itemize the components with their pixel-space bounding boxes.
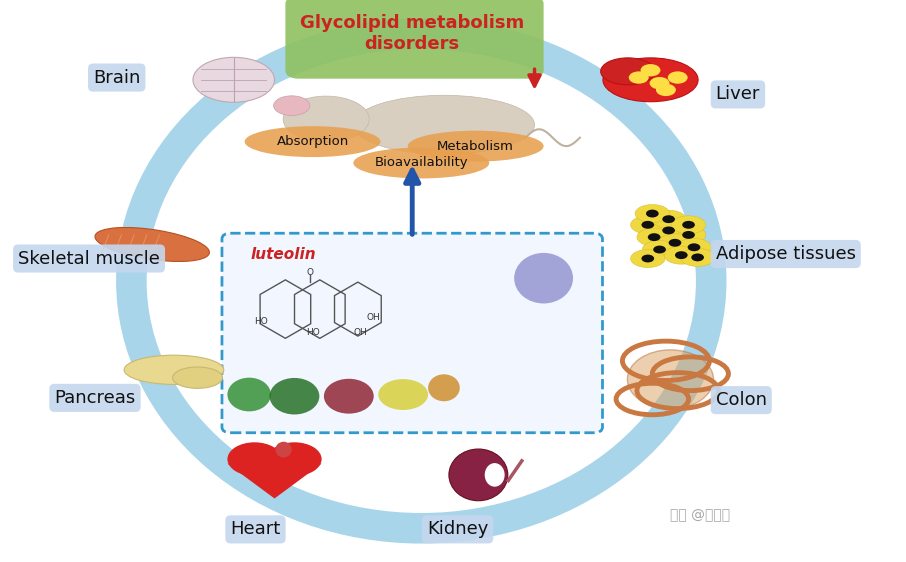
Ellipse shape	[671, 216, 706, 234]
Ellipse shape	[274, 96, 310, 115]
Ellipse shape	[658, 234, 692, 252]
Circle shape	[641, 255, 654, 262]
Text: Liver: Liver	[716, 85, 760, 103]
Circle shape	[668, 71, 688, 84]
Ellipse shape	[449, 449, 507, 501]
Ellipse shape	[651, 221, 686, 239]
Text: Bioavailability: Bioavailability	[374, 156, 468, 170]
Ellipse shape	[428, 374, 460, 401]
Ellipse shape	[631, 250, 665, 268]
Text: 知乎 @守望者: 知乎 @守望者	[670, 509, 730, 523]
Ellipse shape	[245, 126, 381, 157]
Text: luteolin: luteolin	[251, 247, 316, 262]
Text: OH: OH	[366, 313, 381, 322]
Ellipse shape	[637, 228, 671, 246]
Text: Pancreas: Pancreas	[54, 389, 136, 407]
Ellipse shape	[635, 205, 670, 223]
Circle shape	[641, 221, 654, 229]
Circle shape	[646, 210, 659, 217]
Circle shape	[653, 246, 666, 253]
Ellipse shape	[353, 148, 489, 179]
Circle shape	[656, 84, 676, 96]
Circle shape	[675, 251, 688, 259]
Ellipse shape	[677, 238, 711, 256]
Circle shape	[688, 243, 700, 251]
Text: Colon: Colon	[716, 391, 766, 409]
Ellipse shape	[601, 58, 655, 85]
Ellipse shape	[603, 58, 698, 102]
Ellipse shape	[627, 350, 713, 409]
Text: Brain: Brain	[93, 69, 140, 87]
Circle shape	[691, 253, 704, 261]
Circle shape	[662, 215, 675, 223]
Text: O: O	[306, 268, 313, 277]
Ellipse shape	[193, 57, 275, 102]
FancyBboxPatch shape	[285, 0, 544, 79]
Ellipse shape	[324, 379, 374, 414]
Polygon shape	[227, 464, 322, 498]
Text: Kidney: Kidney	[427, 520, 488, 538]
Circle shape	[267, 442, 322, 476]
Text: Adipose tissues: Adipose tissues	[716, 245, 856, 263]
Ellipse shape	[353, 96, 535, 155]
Circle shape	[650, 77, 670, 89]
Ellipse shape	[671, 226, 706, 244]
Circle shape	[682, 221, 695, 229]
Ellipse shape	[631, 216, 665, 234]
Ellipse shape	[227, 378, 271, 411]
Circle shape	[641, 64, 660, 76]
Ellipse shape	[515, 253, 573, 303]
Ellipse shape	[283, 96, 370, 142]
Ellipse shape	[275, 442, 292, 457]
Text: HO: HO	[254, 317, 268, 326]
Ellipse shape	[408, 130, 544, 162]
Ellipse shape	[664, 246, 699, 264]
Circle shape	[227, 442, 282, 476]
Ellipse shape	[173, 367, 223, 388]
Circle shape	[682, 231, 695, 239]
Text: OH: OH	[353, 328, 368, 337]
Ellipse shape	[270, 378, 320, 415]
Ellipse shape	[95, 228, 209, 261]
Ellipse shape	[651, 210, 686, 228]
Text: Skeletal muscle: Skeletal muscle	[18, 250, 160, 268]
Ellipse shape	[379, 379, 429, 410]
Circle shape	[662, 226, 675, 234]
Circle shape	[669, 239, 681, 247]
Text: Glycolipid metabolism
disorders: Glycolipid metabolism disorders	[300, 14, 525, 53]
Text: Absorption: Absorption	[276, 135, 349, 148]
Text: Metabolism: Metabolism	[438, 139, 514, 153]
Ellipse shape	[680, 248, 715, 266]
Circle shape	[629, 71, 649, 84]
Ellipse shape	[642, 241, 677, 259]
Text: HO: HO	[305, 328, 320, 337]
Ellipse shape	[485, 463, 505, 487]
Ellipse shape	[124, 355, 224, 384]
Text: Heart: Heart	[230, 520, 281, 538]
FancyBboxPatch shape	[222, 233, 602, 433]
Circle shape	[648, 233, 660, 241]
